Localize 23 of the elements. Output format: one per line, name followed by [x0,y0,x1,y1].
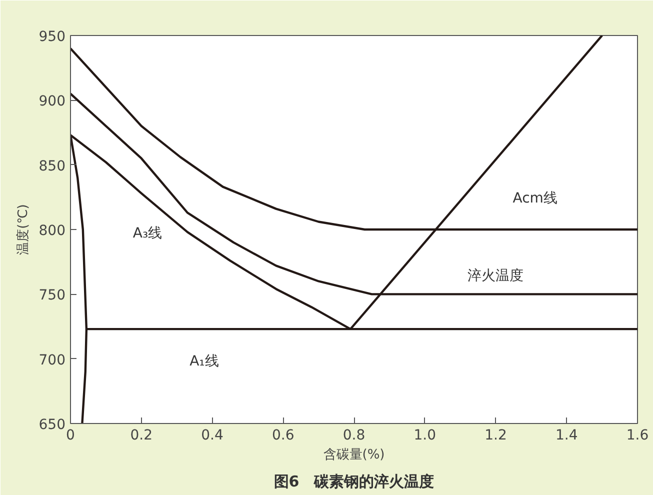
y-tick-label: 650 [38,417,66,433]
annotation: A₃线 [132,225,162,242]
x-tick-label: 0.8 [342,428,366,444]
x-tick-label: 1.4 [555,428,578,444]
annotation: Acm线 [512,190,558,206]
y-tick-label: 850 [38,158,66,174]
y-tick-label: 900 [38,94,66,110]
y-axis-title: 温度(℃) [14,204,31,255]
x-tick-label: 1.2 [484,428,507,444]
y-tick-label: 750 [38,288,66,304]
y-tick-label: 950 [38,29,66,45]
y-tick-label: 800 [38,223,66,239]
x-tick-label: 0.6 [272,428,294,444]
x-tick-label: 0.2 [130,428,153,444]
text: 图6 碳素钢的淬火温度 [274,472,434,490]
y-tick-label: 700 [38,352,66,368]
x-tick-label: 1.6 [626,428,649,444]
annotation: A₁线 [190,353,219,370]
annotation: 淬火温度 [467,268,524,284]
x-tick-label: 1.0 [414,428,436,444]
x-tick-label: 0 [66,428,75,444]
x-tick-label: 0.4 [201,428,224,444]
x-axis-title: 含碳量(%) [323,448,385,462]
